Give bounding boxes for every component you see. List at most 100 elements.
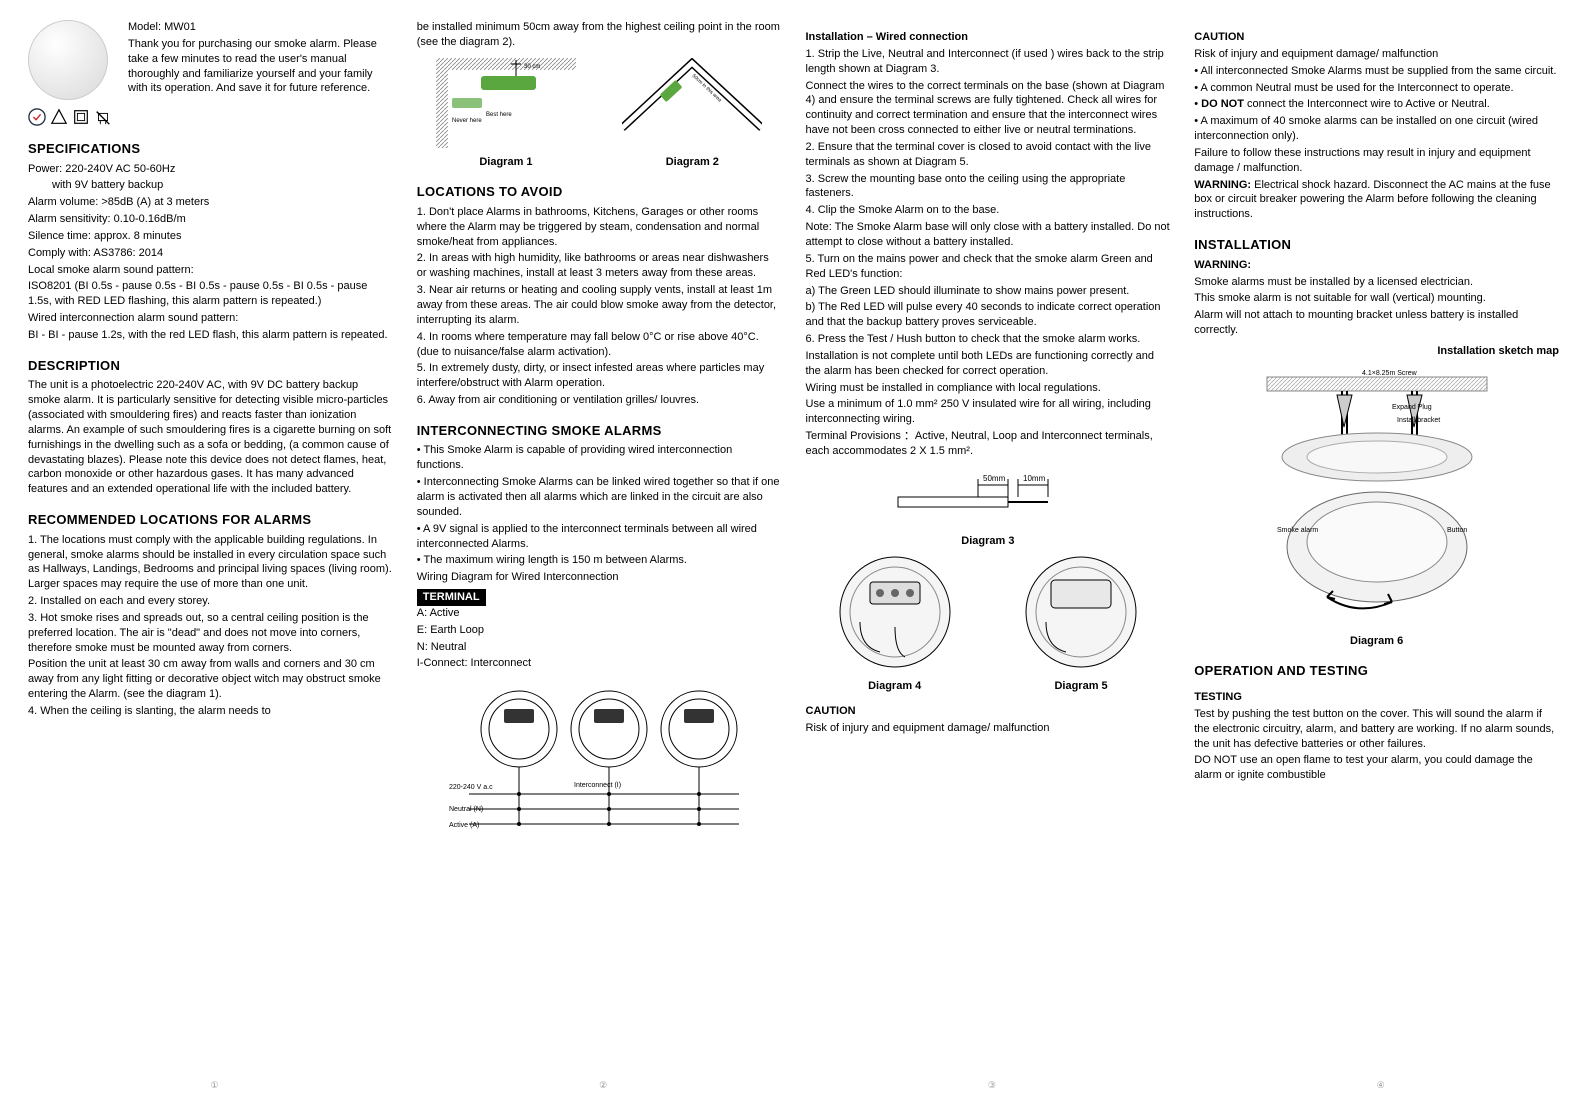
- page-number: ①: [210, 1079, 218, 1091]
- svg-text:10mm: 10mm: [1023, 474, 1046, 483]
- intro-paragraph: Thank you for purchasing our smoke alarm…: [128, 37, 393, 96]
- donot-bold: DO NOT: [1201, 98, 1244, 110]
- wired-connection-heading: Installation – Wired connection: [806, 30, 1171, 45]
- column-2: be installed minimum 50cm away from the …: [417, 20, 782, 1095]
- diagram-2-svg: 50cm in this area: [622, 58, 762, 148]
- diagram-2-caption: Diagram 2: [603, 155, 781, 170]
- spec-line: BI - BI - pause 1.2s, with the red LED f…: [28, 328, 393, 343]
- recommended-locations-heading: RECOMMENDED LOCATIONS FOR ALARMS: [28, 511, 393, 529]
- svg-text:Neutral (N): Neutral (N): [449, 806, 483, 813]
- sketch-map-heading: Installation sketch map: [1194, 344, 1559, 359]
- column-3: Installation – Wired connection 1. Strip…: [806, 20, 1171, 1095]
- diagram-3: 50mm 10mm Diagram 3: [806, 467, 1171, 549]
- recloc-item: 3. Hot smoke rises and spreads out, so a…: [28, 611, 393, 656]
- inter-item: Wiring Diagram for Wired Interconnection: [417, 570, 782, 585]
- caution-item: • All interconnected Smoke Alarms must b…: [1194, 64, 1559, 79]
- svg-text:Best here: Best here: [486, 112, 512, 118]
- terminal-line: E: Earth Loop: [417, 623, 782, 638]
- square-icon: [72, 108, 90, 126]
- terminal-line: N: Neutral: [417, 640, 782, 655]
- svg-text:Install bracket: Install bracket: [1397, 417, 1440, 424]
- model-line: Model: MW01: [128, 20, 393, 35]
- page-number: ④: [1377, 1079, 1385, 1091]
- testing-line: DO NOT use an open flame to test your al…: [1194, 753, 1559, 783]
- installation-heading: INSTALLATION: [1194, 236, 1559, 254]
- caution-item: • A common Neutral must be used for the …: [1194, 81, 1559, 96]
- certification-icons: [28, 108, 118, 126]
- install-line: Smoke alarms must be installed by a lice…: [1194, 275, 1559, 290]
- wired-item: 1. Strip the Live, Neutral and Interconn…: [806, 47, 1171, 77]
- diagram-6: Smoke alarm Button Install bracket Expan…: [1194, 367, 1559, 649]
- triangle-icon: [50, 108, 68, 126]
- wired-item: 2. Ensure that the terminal cover is clo…: [806, 140, 1171, 170]
- wired-item: Terminal Provisions ：Active, Neutral, Lo…: [806, 429, 1171, 459]
- interconnecting-heading: INTERCONNECTING SMOKE ALARMS: [417, 422, 782, 440]
- terminal-tag: TERMINAL: [417, 589, 486, 606]
- inter-item: • Interconnecting Smoke Alarms can be li…: [417, 475, 782, 520]
- intro-row: Model: MW01 Thank you for purchasing our…: [28, 20, 393, 126]
- caution-heading: CAUTION: [1194, 30, 1559, 45]
- spec-line: Power: 220-240V AC 50-60Hz: [28, 162, 393, 177]
- svg-text:Never here: Never here: [452, 118, 482, 124]
- diagram-6-caption: Diagram 6: [1194, 634, 1559, 649]
- recloc-item: 2. Installed on each and every storey.: [28, 594, 393, 609]
- svg-text:30 cm: 30 cm: [524, 64, 540, 70]
- description-text: The unit is a photoelectric 220-240V AC,…: [28, 378, 393, 497]
- wired-item: 5. Turn on the mains power and check tha…: [806, 252, 1171, 282]
- wired-item: a) The Green LED should illuminate to sh…: [806, 284, 1171, 299]
- wired-item: Note: The Smoke Alarm base will only clo…: [806, 220, 1171, 250]
- wiring-diagram: 220-240 V a.c Neutral (N) Active (A) Int…: [417, 679, 782, 844]
- warning-line: WARNING: Electrical shock hazard. Discon…: [1194, 178, 1559, 223]
- donot-rest: connect the Interconnect wire to Active …: [1244, 98, 1490, 110]
- locations-avoid-heading: LOCATIONS TO AVOID: [417, 183, 782, 201]
- recloc-item: 4. When the ceiling is slanting, the ala…: [28, 704, 393, 719]
- install-warn-bold: WARNING:: [1194, 259, 1251, 271]
- svg-text:Expand Plug: Expand Plug: [1392, 404, 1432, 411]
- diagram-1-svg: 30 cm Best here Never here: [436, 58, 576, 148]
- wired-item: Use a minimum of 1.0 mm² 250 V insulated…: [806, 397, 1171, 427]
- diagram-4-5: Diagram 4 Diagram 5: [806, 552, 1171, 694]
- caution-donot: • DO NOT connect the Interconnect wire t…: [1194, 97, 1559, 112]
- terminal-line: I-Connect: Interconnect: [417, 656, 782, 671]
- smoke-alarm-photo: [28, 20, 108, 100]
- caution-line: Risk of injury and equipment damage/ mal…: [806, 721, 1171, 736]
- wiring-diagram-svg: 220-240 V a.c Neutral (N) Active (A) Int…: [449, 679, 749, 839]
- wired-item: Installation is not complete until both …: [806, 349, 1171, 379]
- svg-text:Button: Button: [1447, 527, 1467, 534]
- weee-icon: [94, 108, 112, 126]
- spec-line: Wired interconnection alarm sound patter…: [28, 311, 393, 326]
- page-number: ②: [599, 1079, 607, 1091]
- testing-line: Test by pushing the test button on the c…: [1194, 707, 1559, 752]
- operation-testing-heading: OPERATION AND TESTING: [1194, 662, 1559, 680]
- caution-item: • A maximum of 40 smoke alarms can be in…: [1194, 114, 1559, 144]
- diagram-1-caption: Diagram 1: [417, 155, 595, 170]
- caution-item: Failure to follow these instructions may…: [1194, 146, 1559, 176]
- install-line: This smoke alarm is not suitable for wal…: [1194, 291, 1559, 306]
- warning-bold: WARNING:: [1194, 179, 1251, 191]
- svg-text:4.1×8.25m Screw: 4.1×8.25m Screw: [1362, 370, 1418, 377]
- wired-item: 6. Press the Test / Hush button to check…: [806, 332, 1171, 347]
- avoid-item: 4. In rooms where temperature may fall b…: [417, 330, 782, 360]
- wired-item: b) The Red LED will pulse every 40 secon…: [806, 300, 1171, 330]
- wired-item: Wiring must be installed in compliance w…: [806, 381, 1171, 396]
- avoid-item: 3. Near air returns or heating and cooli…: [417, 283, 782, 328]
- page-number: ③: [988, 1079, 996, 1091]
- diagram-3-svg: 50mm 10mm: [888, 467, 1088, 527]
- inter-item: • A 9V signal is applied to the intercon…: [417, 522, 782, 552]
- wired-item: 4. Clip the Smoke Alarm on to the base.: [806, 203, 1171, 218]
- avoid-item: 2. In areas with high humidity, like bat…: [417, 251, 782, 281]
- product-image-block: [28, 20, 118, 126]
- install-line: Alarm will not attach to mounting bracke…: [1194, 308, 1559, 338]
- caution-top: Risk of injury and equipment damage/ mal…: [1194, 47, 1559, 62]
- recloc-item: Position the unit at least 30 cm away fr…: [28, 657, 393, 702]
- diagram-5-svg: [1016, 552, 1146, 672]
- spec-line: Alarm volume: >85dB (A) at 3 meters: [28, 195, 393, 210]
- diagram-6-svg: Smoke alarm Button Install bracket Expan…: [1247, 367, 1507, 627]
- column-4: CAUTION Risk of injury and equipment dam…: [1194, 20, 1559, 1095]
- svg-text:220-240 V a.c: 220-240 V a.c: [449, 784, 493, 791]
- spec-line: Silence time: approx. 8 minutes: [28, 229, 393, 244]
- svg-text:50mm: 50mm: [983, 474, 1006, 483]
- avoid-item: 6. Away from air conditioning or ventila…: [417, 393, 782, 408]
- wired-item: 3. Screw the mounting base onto the ceil…: [806, 172, 1171, 202]
- spec-line: ISO8201 (BI 0.5s - pause 0.5s - BI 0.5s …: [28, 279, 393, 309]
